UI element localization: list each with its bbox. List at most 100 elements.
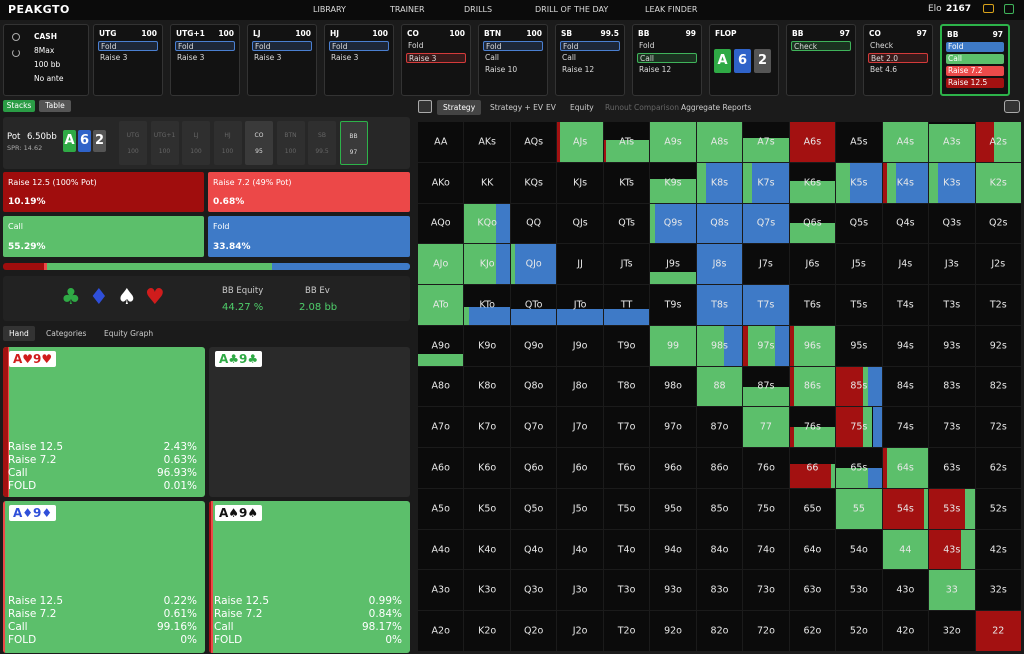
hand-cell[interactable]: QQ (510, 203, 557, 244)
hand-cell[interactable]: AQs (510, 122, 557, 162)
hand-cell[interactable]: K7o (464, 407, 510, 448)
hand-cell[interactable]: 84o (696, 529, 743, 570)
hand-cell[interactable]: Q6s (789, 203, 836, 244)
hand-cell[interactable]: J4o (557, 529, 603, 570)
hand-cell[interactable]: Q6o (510, 448, 557, 488)
action-option[interactable]: Fold (252, 41, 312, 51)
hand-cell[interactable]: 55 (836, 488, 882, 529)
seat[interactable]: CO 95 (245, 121, 273, 165)
hand-cell[interactable]: K6s (789, 162, 836, 203)
hand-cell[interactable]: 63o (789, 570, 836, 611)
hand-cell[interactable]: K9s (650, 162, 696, 203)
hand-cell[interactable]: K6o (464, 448, 510, 488)
hand-cell[interactable]: Q7s (743, 203, 789, 244)
hand-cell[interactable]: T4s (882, 285, 929, 325)
hand-cell[interactable]: 95s (836, 325, 882, 366)
hand-cell[interactable]: Q4o (510, 529, 557, 570)
settings-icon[interactable] (12, 33, 20, 41)
hand-cell[interactable]: 84s (882, 366, 929, 407)
hand-cell[interactable]: A3o (418, 570, 464, 611)
hand-cell[interactable]: T8s (696, 285, 743, 325)
strategy-option[interactable]: Raise 12.5 (100% Pot) 10.19% (3, 172, 204, 212)
hand-cell[interactable]: T2o (603, 611, 650, 651)
hand-cell[interactable]: K5s (836, 162, 882, 203)
hand-cell[interactable]: 33 (929, 570, 975, 611)
strategy-tab[interactable]: Strategy + EV (490, 103, 544, 112)
hand-cell[interactable]: 85s (836, 366, 882, 407)
hand-cell[interactable]: 86s (789, 366, 836, 407)
seat[interactable]: HJ 100 (213, 121, 242, 165)
hand-cell[interactable]: 92o (650, 611, 696, 651)
hand-cell[interactable]: A3s (929, 122, 975, 162)
refresh-icon[interactable] (12, 49, 20, 57)
hand-cell[interactable]: AKo (418, 162, 464, 203)
strategy-option[interactable]: Raise 7.2 (49% Pot) 0.68% (208, 172, 410, 212)
action-option[interactable]: Bet 4.6 (870, 65, 898, 74)
hand-cell[interactable]: Q7o (510, 407, 557, 448)
action-option[interactable]: Fold (329, 41, 389, 51)
hand-cell[interactable]: 93o (650, 570, 696, 611)
action-option[interactable]: Raise 3 (254, 53, 282, 62)
action-card[interactable]: FLOP A 6 2 (709, 24, 779, 96)
hand-cell[interactable]: T6o (603, 448, 650, 488)
hand-cell[interactable]: A9o (418, 325, 464, 366)
hand-cell[interactable]: Q8o (510, 366, 557, 407)
hand-cell[interactable]: 52o (836, 611, 882, 651)
hand-cell[interactable]: 74o (743, 529, 789, 570)
hand-cell[interactable]: Q8s (696, 203, 743, 244)
hand-cell[interactable]: 96o (650, 448, 696, 488)
nav-item[interactable]: LIBRARY (313, 5, 346, 14)
hand-cell[interactable]: AQo (418, 203, 464, 244)
hand-cell[interactable]: 77 (743, 407, 789, 448)
hand-cell[interactable]: Q5o (510, 488, 557, 529)
hand-tab[interactable]: Equity Graph (104, 329, 154, 338)
action-card[interactable]: BB 97 Fold Call Raise 7.2 Raise 12.5 (940, 24, 1010, 96)
hand-cell[interactable]: 54s (882, 488, 929, 529)
hand-cell[interactable]: JTs (603, 244, 650, 285)
seat[interactable]: BB 97 (339, 121, 368, 165)
hand-cell[interactable]: 76o (743, 448, 789, 488)
hand-cell[interactable]: 65o (789, 488, 836, 529)
action-option[interactable]: Fold (98, 41, 158, 51)
hand-cell[interactable]: 98s (696, 325, 743, 366)
hand-cell[interactable]: AJs (557, 122, 603, 162)
action-card[interactable]: BB 99 Fold Call Raise 12 (632, 24, 702, 96)
hand-cell[interactable]: KQs (510, 162, 557, 203)
hand-cell[interactable]: KJo (464, 244, 510, 285)
hand-cell[interactable]: 44 (882, 529, 929, 570)
hand-cell[interactable]: AA (418, 122, 464, 162)
action-card[interactable]: UTG 100 Fold Raise 3 (93, 24, 163, 96)
action-option[interactable]: Fold (946, 42, 1004, 52)
hand-cell[interactable]: Q9s (650, 203, 696, 244)
action-option[interactable]: Call (485, 53, 500, 62)
hand-cell[interactable]: 74s (882, 407, 929, 448)
hand-cell[interactable]: Q3s (929, 203, 975, 244)
seat[interactable]: UTG+1 100 (150, 121, 179, 165)
hand-cell[interactable]: 86o (696, 448, 743, 488)
hand-cell[interactable]: ATs (603, 122, 650, 162)
hand-cell[interactable]: 43o (882, 570, 929, 611)
hand-cell[interactable]: J7s (743, 244, 789, 285)
hand-cell[interactable]: 54o (836, 529, 882, 570)
hand-cell[interactable]: KTo (464, 285, 510, 325)
action-option[interactable]: Fold (175, 41, 235, 51)
strategy-tab[interactable]: Strategy (437, 100, 482, 115)
panel-tab[interactable]: Stacks (3, 100, 35, 112)
action-option[interactable]: Call (637, 53, 697, 63)
hand-cell[interactable]: 32o (929, 611, 975, 651)
hand-cell[interactable]: J3s (929, 244, 975, 285)
hand-cell[interactable]: A6s (789, 122, 836, 162)
hand-cell[interactable]: 63s (929, 448, 975, 488)
hand-cell[interactable]: 75o (743, 488, 789, 529)
hand-cell[interactable]: A5o (418, 488, 464, 529)
nav-item[interactable]: DRILL OF THE DAY (535, 5, 609, 14)
panel-tab[interactable]: Table (39, 100, 71, 112)
action-option[interactable]: Raise 12 (639, 65, 672, 74)
hand-cell[interactable]: 82s (975, 366, 1021, 407)
hand-cell[interactable]: K8s (696, 162, 743, 203)
hand-cell[interactable]: T8o (603, 366, 650, 407)
hand-cell[interactable]: Q2o (510, 611, 557, 651)
hand-cell[interactable]: 72o (743, 611, 789, 651)
hand-cell[interactable]: 62s (975, 448, 1021, 488)
action-option[interactable]: Fold (639, 41, 655, 50)
